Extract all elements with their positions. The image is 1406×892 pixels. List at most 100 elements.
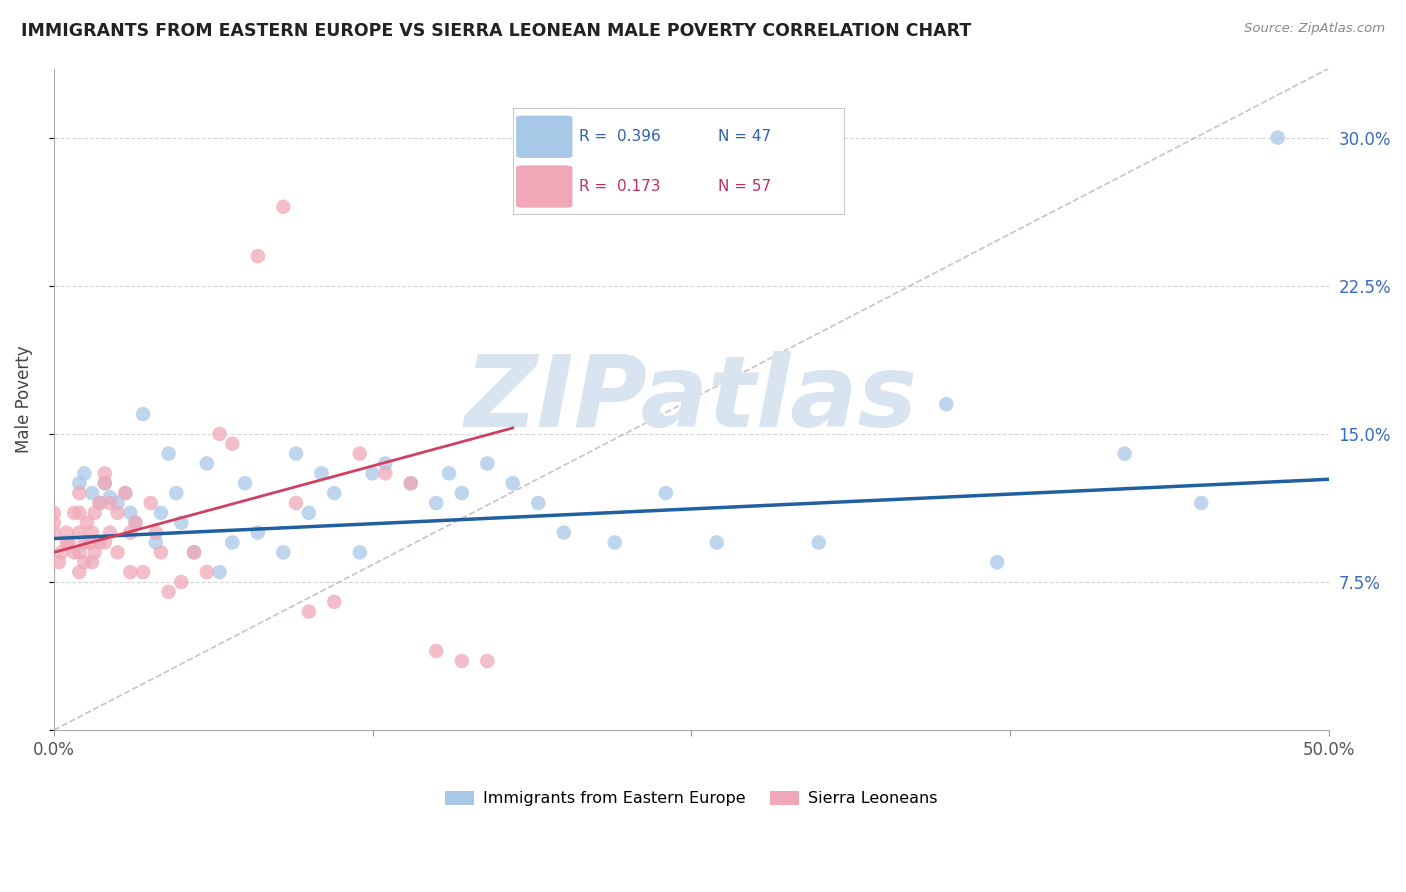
Point [208, 565, 231, 579]
Point [67, 565, 90, 579]
Point [132, 407, 155, 421]
Legend: Immigrants from Eastern Europe, Sierra Leoneans: Immigrants from Eastern Europe, Sierra L… [439, 784, 943, 813]
Point [1189, 496, 1212, 510]
Text: Source: ZipAtlas.com: Source: ZipAtlas.com [1244, 22, 1385, 36]
Point [323, 486, 346, 500]
Point [399, 476, 422, 491]
Point [80, 555, 103, 569]
Point [246, 249, 269, 263]
Point [450, 654, 472, 668]
Point [183, 545, 205, 559]
Point [79, 535, 101, 549]
Point [89, 496, 111, 510]
Point [298, 506, 321, 520]
Point [83, 506, 105, 520]
Point [271, 200, 294, 214]
Point [63, 506, 86, 520]
Point [42, 506, 65, 520]
Text: ZIPatlas: ZIPatlas [464, 351, 918, 448]
Point [114, 486, 136, 500]
Point [145, 525, 167, 540]
Point [285, 447, 308, 461]
Point [298, 605, 321, 619]
Point [98, 496, 121, 510]
Point [42, 516, 65, 530]
Point [83, 545, 105, 559]
Point [706, 535, 728, 549]
Point [374, 467, 396, 481]
Point [89, 535, 111, 549]
Point [374, 457, 396, 471]
Point [132, 565, 155, 579]
Point [145, 535, 167, 549]
Point [157, 447, 180, 461]
Point [98, 525, 121, 540]
Point [450, 486, 472, 500]
Point [67, 476, 90, 491]
Point [165, 486, 187, 500]
Point [120, 565, 142, 579]
Point [437, 467, 460, 481]
Point [157, 585, 180, 599]
Point [170, 574, 193, 589]
Point [67, 486, 90, 500]
Point [399, 476, 422, 491]
Point [285, 496, 308, 510]
Point [124, 516, 146, 530]
Point [139, 496, 162, 510]
Point [89, 496, 111, 510]
Point [107, 545, 129, 559]
Point [124, 516, 146, 530]
Point [195, 457, 218, 471]
Point [271, 545, 294, 559]
Point [986, 555, 1008, 569]
Point [477, 654, 499, 668]
Point [195, 565, 218, 579]
Point [107, 506, 129, 520]
Point [51, 545, 73, 559]
Point [221, 535, 243, 549]
Point [323, 595, 346, 609]
Point [94, 476, 117, 491]
Point [603, 535, 626, 549]
Text: IMMIGRANTS FROM EASTERN EUROPE VS SIERRA LEONEAN MALE POVERTY CORRELATION CHART: IMMIGRANTS FROM EASTERN EUROPE VS SIERRA… [21, 22, 972, 40]
Point [73, 467, 96, 481]
Point [246, 525, 269, 540]
Point [935, 397, 957, 411]
Point [58, 535, 80, 549]
Point [55, 535, 77, 549]
Point [208, 426, 231, 441]
Point [98, 490, 121, 504]
Point [349, 447, 371, 461]
Point [183, 545, 205, 559]
Point [311, 467, 333, 481]
Point [527, 496, 550, 510]
Point [425, 644, 447, 658]
Point [425, 496, 447, 510]
Point [149, 506, 172, 520]
Point [94, 535, 117, 549]
Point [349, 545, 371, 559]
Point [477, 457, 499, 471]
Point [553, 525, 575, 540]
Point [48, 555, 70, 569]
Point [170, 516, 193, 530]
Point [807, 535, 830, 549]
Point [94, 467, 117, 481]
Point [502, 476, 524, 491]
Point [233, 476, 256, 491]
Point [120, 506, 142, 520]
Point [76, 516, 98, 530]
Point [63, 545, 86, 559]
Point [221, 436, 243, 450]
Point [94, 476, 117, 491]
Point [80, 525, 103, 540]
Point [149, 545, 172, 559]
Point [73, 555, 96, 569]
Point [1267, 130, 1289, 145]
Point [655, 486, 678, 500]
Point [114, 486, 136, 500]
Point [361, 467, 384, 481]
Point [1114, 447, 1136, 461]
Point [67, 525, 90, 540]
